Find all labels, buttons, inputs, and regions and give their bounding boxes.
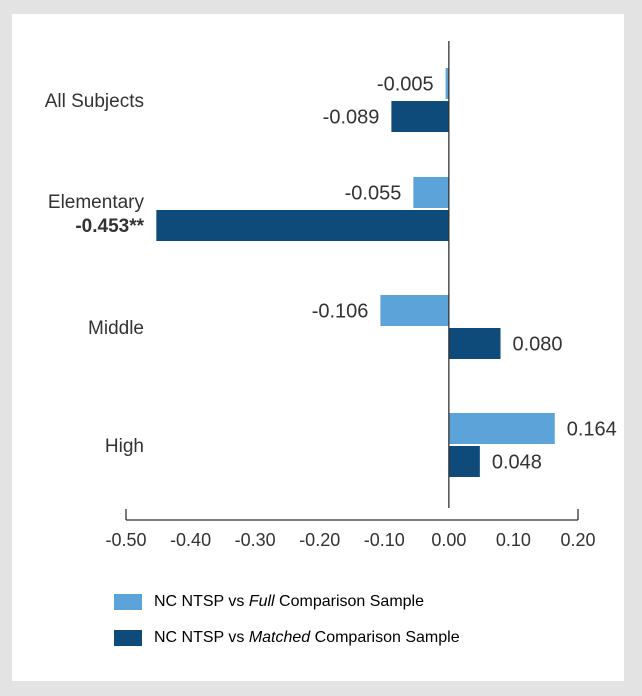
data-label-middle-series-1: -0.106 — [312, 301, 369, 323]
data-label-all-subjects-series-1: -0.005 — [377, 74, 434, 96]
category-annotation-elementary: -0.453** — [75, 216, 144, 237]
legend-swatch-matched — [114, 630, 142, 646]
bar-middle-series-2 — [448, 328, 501, 359]
category-label-high: High — [105, 436, 144, 457]
bar-chart: -0.005 -0.089 All Subjects -0.055 Elementary… — [45, 41, 617, 550]
x-tick-label: -0.40 — [170, 530, 211, 550]
bar-middle-series-1 — [380, 295, 449, 326]
bar-all-subjects-series-1 — [445, 68, 449, 99]
chart-panel: -0.005 -0.089 All Subjects -0.055 Elementary… — [12, 14, 624, 681]
legend-swatch-full — [114, 594, 142, 610]
x-tick-label: 0.10 — [496, 530, 531, 550]
legend-item-full: NC NTSP vs Full Comparison Sample — [114, 592, 460, 612]
bar-high-series-2 — [448, 446, 480, 477]
x-tick-label: 0.20 — [560, 530, 595, 550]
bar-all-subjects-series-2 — [391, 101, 449, 132]
x-tick-label: 0.00 — [431, 530, 466, 550]
data-label-high-series-2: 0.048 — [492, 452, 542, 474]
category-label-elementary: Elementary — [48, 192, 145, 213]
x-tick-label: -0.20 — [299, 530, 340, 550]
x-tick-label: -0.50 — [105, 530, 146, 550]
bar-elementary-series-1 — [413, 177, 449, 208]
data-label-elementary-series-1: -0.055 — [345, 183, 402, 205]
bar-elementary-series-2 — [156, 210, 449, 241]
legend: NC NTSP vs Full Comparison Sample NC NTS… — [114, 592, 460, 664]
legend-label-matched: NC NTSP vs Matched Comparison Sample — [154, 629, 460, 646]
data-label-high-series-1: 0.164 — [567, 419, 617, 441]
x-tick-label: -0.10 — [364, 530, 405, 550]
data-label-all-subjects-series-2: -0.089 — [323, 107, 380, 129]
legend-item-matched: NC NTSP vs Matched Comparison Sample — [114, 628, 460, 648]
bar-high-series-1 — [448, 413, 555, 444]
data-label-middle-series-2: 0.080 — [513, 334, 563, 356]
legend-label-full: NC NTSP vs Full Comparison Sample — [154, 593, 425, 610]
category-label-all-subjects: All Subjects — [45, 91, 144, 112]
category-label-middle: Middle — [88, 318, 144, 339]
x-tick-label: -0.30 — [235, 530, 276, 550]
